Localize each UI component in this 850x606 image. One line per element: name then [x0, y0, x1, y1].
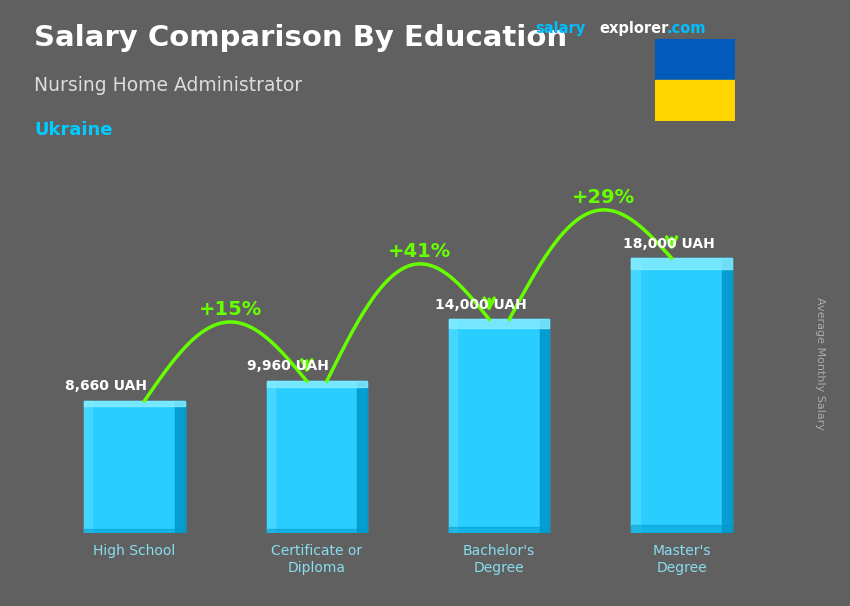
Text: Salary Comparison By Education: Salary Comparison By Education [34, 24, 567, 52]
Bar [540, 319, 549, 533]
Bar [84, 401, 92, 533]
Text: .com: .com [666, 21, 705, 36]
Text: Nursing Home Administrator: Nursing Home Administrator [34, 76, 302, 95]
Bar [654, 39, 735, 80]
Text: 8,660 UAH: 8,660 UAH [65, 379, 147, 393]
Bar [632, 525, 732, 533]
Bar [267, 381, 275, 533]
Text: 14,000 UAH: 14,000 UAH [435, 298, 527, 311]
Bar [449, 527, 549, 533]
Text: 18,000 UAH: 18,000 UAH [623, 236, 715, 250]
Bar [267, 381, 367, 533]
Text: Average Monthly Salary: Average Monthly Salary [815, 297, 825, 430]
Bar [175, 401, 184, 533]
Text: Ukraine: Ukraine [34, 121, 112, 139]
Text: +41%: +41% [388, 242, 451, 261]
Bar [84, 401, 184, 533]
Bar [722, 258, 732, 533]
Bar [449, 319, 549, 328]
Bar [632, 258, 639, 533]
Bar [632, 258, 732, 269]
Bar [632, 258, 732, 533]
Bar [357, 381, 367, 533]
Bar [654, 80, 735, 121]
Text: salary: salary [536, 21, 586, 36]
Text: +29%: +29% [572, 188, 636, 207]
Bar [267, 381, 367, 387]
Bar [267, 528, 367, 533]
Bar [84, 529, 184, 533]
Bar [449, 319, 549, 533]
Bar [449, 319, 457, 533]
Bar [84, 401, 184, 406]
Text: +15%: +15% [198, 300, 262, 319]
Text: explorer: explorer [599, 21, 669, 36]
Text: 9,960 UAH: 9,960 UAH [247, 359, 329, 373]
